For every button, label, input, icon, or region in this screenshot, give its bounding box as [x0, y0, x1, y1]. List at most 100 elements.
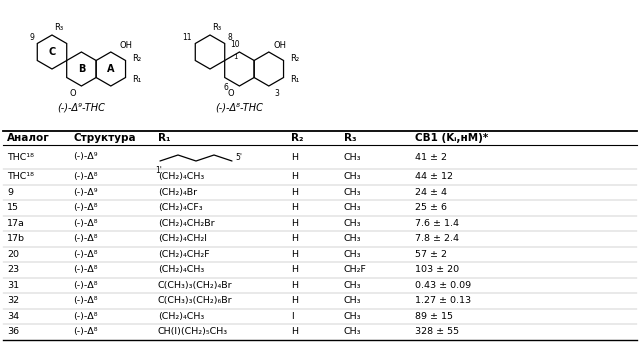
- Text: CH₃: CH₃: [344, 296, 362, 305]
- Text: 9: 9: [7, 188, 13, 197]
- Text: OH: OH: [274, 42, 287, 50]
- Text: R₁: R₁: [158, 133, 170, 143]
- Text: CH₃: CH₃: [344, 203, 362, 212]
- Text: A: A: [107, 64, 115, 74]
- Text: 8: 8: [228, 32, 233, 42]
- Text: (-)-Δ⁹: (-)-Δ⁹: [73, 188, 97, 197]
- Text: R₃: R₃: [344, 133, 356, 143]
- Text: Структура: Структура: [73, 133, 136, 143]
- Text: (-)-Δ⁸: (-)-Δ⁸: [73, 234, 97, 243]
- Text: 31: 31: [7, 281, 19, 290]
- Text: (-)-Δ⁹: (-)-Δ⁹: [73, 152, 97, 162]
- Text: H: H: [291, 188, 298, 197]
- Text: (-)-Δ⁸: (-)-Δ⁸: [73, 281, 97, 290]
- Text: 20: 20: [7, 250, 19, 259]
- Text: R₃: R₃: [54, 23, 63, 31]
- Text: (-)-Δ⁸: (-)-Δ⁸: [73, 312, 97, 321]
- Text: 328 ± 55: 328 ± 55: [415, 327, 459, 336]
- Text: 24 ± 4: 24 ± 4: [415, 188, 447, 197]
- Text: (-)-Δ⁸-THC: (-)-Δ⁸-THC: [216, 102, 263, 112]
- Text: Аналог: Аналог: [7, 133, 50, 143]
- Text: C(CH₃)₃(CH₂)₆Br: C(CH₃)₃(CH₂)₆Br: [158, 296, 232, 305]
- Text: 23: 23: [7, 265, 19, 274]
- Text: H: H: [291, 234, 298, 243]
- Text: (-)-Δ⁸: (-)-Δ⁸: [73, 203, 97, 212]
- Text: THC¹⁸: THC¹⁸: [7, 172, 34, 181]
- Text: O: O: [228, 89, 234, 98]
- Text: OH: OH: [119, 42, 132, 50]
- Text: (-)-Δ⁸: (-)-Δ⁸: [73, 327, 97, 336]
- Text: 41 ± 2: 41 ± 2: [415, 152, 447, 162]
- Text: R₂: R₂: [132, 54, 141, 63]
- Text: C: C: [49, 47, 56, 57]
- Text: (-)-Δ⁸: (-)-Δ⁸: [73, 219, 97, 228]
- Text: (-)-Δ⁸: (-)-Δ⁸: [73, 250, 97, 259]
- Text: (CH₂)₄CH₃: (CH₂)₄CH₃: [158, 312, 204, 321]
- Text: 7.8 ± 2.4: 7.8 ± 2.4: [415, 234, 459, 243]
- Text: 11: 11: [182, 32, 192, 42]
- Text: 1.27 ± 0.13: 1.27 ± 0.13: [415, 296, 471, 305]
- Text: CH₃: CH₃: [344, 250, 362, 259]
- Text: (CH₂)₄CH₂F: (CH₂)₄CH₂F: [158, 250, 210, 259]
- Text: 32: 32: [7, 296, 19, 305]
- Text: 1': 1': [156, 166, 163, 175]
- Text: H: H: [291, 250, 298, 259]
- Text: (CH₂)₄CH₂I: (CH₂)₄CH₂I: [158, 234, 207, 243]
- Text: 15: 15: [7, 203, 19, 212]
- Text: 5': 5': [235, 152, 242, 162]
- Text: I: I: [291, 312, 294, 321]
- Text: CH₃: CH₃: [344, 152, 362, 162]
- Text: (-)-Δ⁸: (-)-Δ⁸: [73, 296, 97, 305]
- Text: THC¹⁸: THC¹⁸: [7, 152, 34, 162]
- Text: 1: 1: [233, 54, 237, 60]
- Text: 25 ± 6: 25 ± 6: [415, 203, 447, 212]
- Text: CH₃: CH₃: [344, 234, 362, 243]
- Text: (CH₂)₄CF₃: (CH₂)₄CF₃: [158, 203, 203, 212]
- Text: H: H: [291, 172, 298, 181]
- Text: CH₃: CH₃: [344, 188, 362, 197]
- Text: R₁: R₁: [132, 75, 141, 84]
- Text: (CH₂)₄CH₃: (CH₂)₄CH₃: [158, 172, 204, 181]
- Text: CH(I)(CH₂)₅CH₃: CH(I)(CH₂)₅CH₃: [158, 327, 228, 336]
- Text: (CH₂)₄Br: (CH₂)₄Br: [158, 188, 197, 197]
- Text: H: H: [291, 296, 298, 305]
- Text: 34: 34: [7, 312, 19, 321]
- Text: CH₃: CH₃: [344, 327, 362, 336]
- Text: (-)-Δ⁸: (-)-Δ⁸: [73, 265, 97, 274]
- Text: R₂: R₂: [290, 54, 299, 63]
- Text: 0.43 ± 0.09: 0.43 ± 0.09: [415, 281, 471, 290]
- Text: 103 ± 20: 103 ± 20: [415, 265, 459, 274]
- Text: O: O: [70, 89, 76, 98]
- Text: H: H: [291, 281, 298, 290]
- Text: 44 ± 12: 44 ± 12: [415, 172, 453, 181]
- Text: R₃: R₃: [212, 23, 221, 31]
- Text: CH₃: CH₃: [344, 219, 362, 228]
- Text: 3: 3: [275, 89, 280, 98]
- Text: H: H: [291, 203, 298, 212]
- Text: (-)-Δ⁹-THC: (-)-Δ⁹-THC: [58, 102, 106, 112]
- Text: R₁: R₁: [290, 75, 299, 84]
- Text: CH₂F: CH₂F: [344, 265, 367, 274]
- Text: 17b: 17b: [7, 234, 25, 243]
- Text: CH₃: CH₃: [344, 281, 362, 290]
- Text: 6: 6: [223, 83, 228, 92]
- Text: 10: 10: [230, 40, 240, 49]
- Text: R₂: R₂: [291, 133, 303, 143]
- Text: 89 ± 15: 89 ± 15: [415, 312, 453, 321]
- Text: (-)-Δ⁸: (-)-Δ⁸: [73, 172, 97, 181]
- Text: H: H: [291, 152, 298, 162]
- Text: 57 ± 2: 57 ± 2: [415, 250, 447, 259]
- Text: H: H: [291, 219, 298, 228]
- Text: (CH₂)₄CH₂Br: (CH₂)₄CH₂Br: [158, 219, 214, 228]
- Text: 7.6 ± 1.4: 7.6 ± 1.4: [415, 219, 459, 228]
- Text: CB1 (Kᵢ,нМ)*: CB1 (Kᵢ,нМ)*: [415, 133, 488, 143]
- Text: C(CH₃)₃(CH₂)₄Br: C(CH₃)₃(CH₂)₄Br: [158, 281, 232, 290]
- Text: H: H: [291, 265, 298, 274]
- Text: 9: 9: [29, 32, 34, 42]
- Text: CH₃: CH₃: [344, 312, 362, 321]
- Text: (CH₂)₄CH₃: (CH₂)₄CH₃: [158, 265, 204, 274]
- Text: H: H: [291, 327, 298, 336]
- Text: CH₃: CH₃: [344, 172, 362, 181]
- Text: 17a: 17a: [7, 219, 25, 228]
- Text: B: B: [77, 64, 85, 74]
